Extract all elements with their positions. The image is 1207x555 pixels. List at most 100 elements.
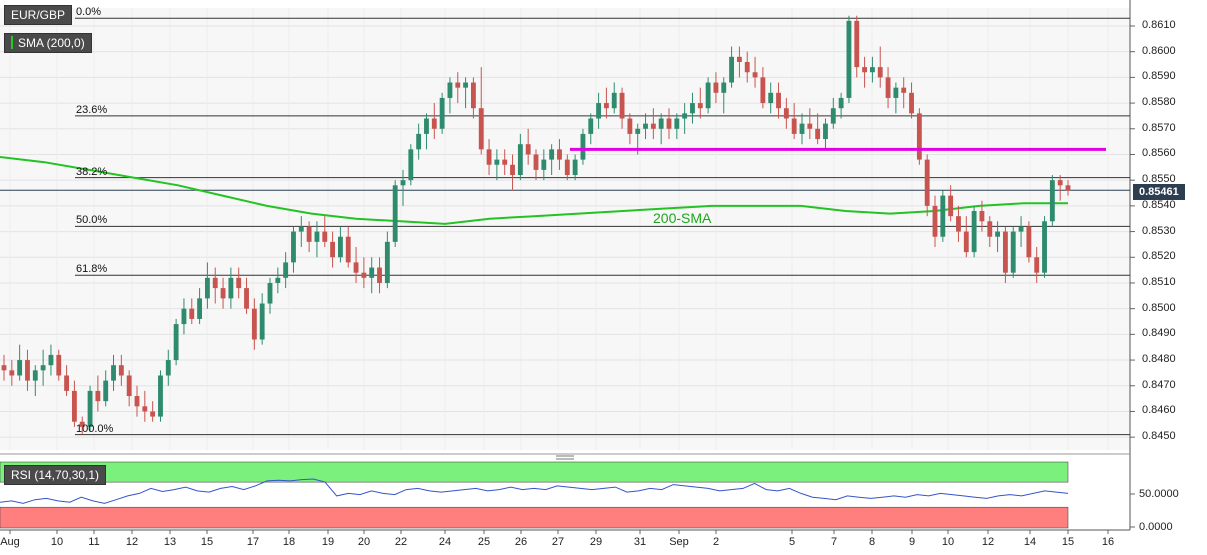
candle-body [1026, 226, 1032, 258]
fib-label: 50.0% [76, 214, 108, 227]
candle-body [173, 324, 179, 361]
candle-body [9, 370, 15, 376]
candle-body [478, 108, 484, 150]
candle-body [611, 92, 617, 109]
indicator-tag[interactable]: SMA (200,0) [4, 33, 92, 53]
x-tick-label: 8 [868, 536, 876, 548]
candle-body [995, 231, 1001, 237]
candle-body [25, 360, 30, 381]
candle-body [322, 231, 328, 242]
candle-body [924, 159, 930, 206]
candle-body [353, 262, 359, 273]
candle-body [158, 375, 163, 417]
candle-body [64, 375, 70, 391]
candle-body [549, 149, 555, 160]
candle-body [1018, 226, 1024, 232]
candle-body [729, 56, 735, 83]
candle-body [971, 211, 977, 253]
sma-200-series [0, 156, 1068, 225]
candle-body [533, 154, 539, 170]
y-tick-label: 0.8540 [1142, 198, 1176, 211]
x-tick-label: 9 [908, 536, 916, 548]
x-tick-label: 18 [282, 536, 296, 548]
sma-annotation: 200-SMA [653, 210, 712, 226]
rsi-tick-50: 50.0000 [1139, 488, 1179, 500]
candle-body [228, 277, 234, 299]
candle-body [643, 123, 648, 129]
candle-body [736, 56, 742, 62]
candle-body [721, 82, 727, 93]
candle-body [1065, 185, 1071, 191]
candle-body [963, 231, 969, 253]
rsi-tag[interactable]: RSI (14,70,30,1) [4, 465, 107, 485]
candle-body [298, 226, 304, 232]
x-tick-label: 15 [1061, 536, 1075, 548]
candle-body [557, 149, 562, 160]
y-tick-label: 0.8480 [1142, 353, 1176, 366]
x-tick-label: 17 [246, 536, 260, 548]
y-tick-label: 0.8610 [1142, 18, 1176, 31]
candle-body [142, 406, 148, 412]
candle-body [1010, 231, 1016, 273]
candle-body [697, 103, 703, 109]
x-tick-label: 31 [633, 536, 647, 548]
x-tick-label: 12 [981, 536, 995, 548]
candle-body [1, 365, 7, 371]
candle-body [893, 87, 899, 98]
candle-body [823, 123, 828, 140]
y-tick-label: 0.8570 [1142, 121, 1176, 134]
rsi-label: RSI (14,70,30,1) [11, 468, 100, 482]
candle-body [932, 205, 938, 237]
candle-body [517, 144, 523, 176]
candle-body [1002, 231, 1008, 273]
symbol-tag[interactable]: EUR/GBP [4, 5, 73, 25]
y-tick-label: 0.8510 [1142, 275, 1176, 288]
candle-body [345, 236, 351, 263]
candle-body [79, 421, 85, 427]
candle-body [165, 360, 171, 376]
x-tick-label: 19 [321, 536, 335, 548]
fib-label: 100.0% [76, 422, 114, 435]
candle-body [48, 354, 54, 366]
x-tick-label: 26 [514, 536, 528, 548]
candle-body [377, 267, 382, 283]
candle-body [869, 67, 875, 73]
x-tick-label: 10 [50, 536, 64, 548]
candle-body [400, 180, 406, 186]
candle-body [369, 267, 375, 278]
candle-body [752, 72, 758, 78]
candle-body [705, 82, 711, 109]
fib-label: 61.8% [76, 263, 108, 276]
sma-swatch [11, 36, 13, 49]
candle-body [56, 354, 62, 376]
candle-body [666, 118, 672, 129]
y-tick-label: 0.8460 [1142, 404, 1176, 417]
candle-body [564, 159, 570, 176]
candle-body [596, 103, 602, 119]
candle-body [470, 82, 476, 109]
fib-label: 0.0% [76, 6, 102, 19]
candle-body [713, 82, 719, 93]
fib-label: 23.6% [76, 103, 108, 116]
candle-body [204, 277, 210, 299]
candle-body [760, 77, 766, 104]
candle-body [494, 159, 500, 165]
candle-body [181, 308, 187, 325]
candle-body [275, 277, 281, 283]
x-tick-label: Sep [669, 536, 689, 548]
candle-body [384, 241, 390, 283]
rsi-oversold-zone [0, 506, 1069, 529]
candle-body [431, 118, 437, 129]
y-tick-label: 0.8600 [1142, 44, 1176, 57]
candle-body [408, 149, 414, 181]
candle-body [838, 97, 844, 109]
candle-body [134, 396, 140, 407]
candle-body [956, 216, 961, 232]
candle-body [1057, 180, 1063, 186]
candle-body [815, 128, 821, 140]
candle-body [979, 211, 985, 222]
candle-body [455, 82, 461, 88]
candle-body [768, 92, 774, 104]
candle-body [103, 380, 109, 402]
candle-body [244, 288, 249, 309]
